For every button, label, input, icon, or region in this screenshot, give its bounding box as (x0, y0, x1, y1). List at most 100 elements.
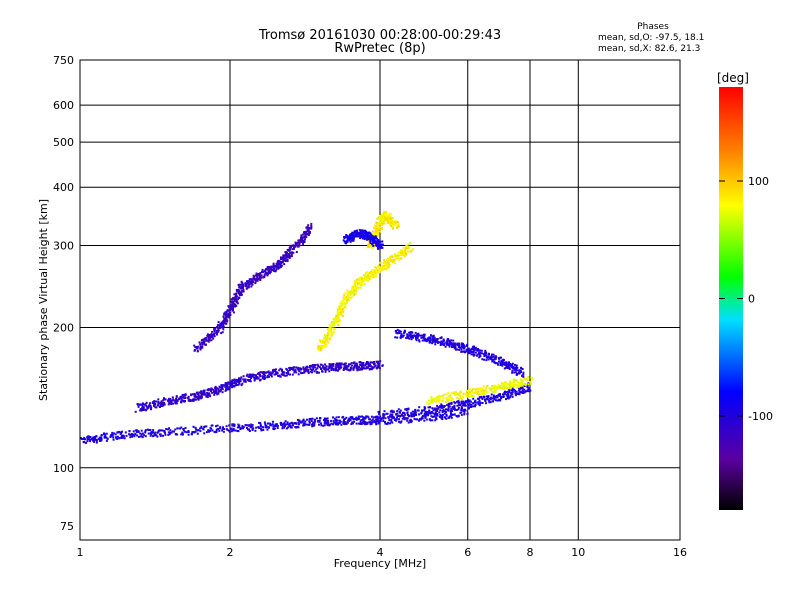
data-point (328, 363, 331, 366)
data-point (365, 230, 368, 233)
data-point (440, 403, 443, 406)
data-point (345, 416, 348, 419)
data-point (459, 391, 462, 394)
data-point (215, 389, 218, 392)
data-point (221, 391, 224, 394)
data-point (428, 411, 431, 414)
data-point (269, 265, 272, 268)
data-point (473, 400, 476, 403)
data-point (342, 239, 345, 242)
data-point (345, 296, 348, 299)
data-point (391, 417, 394, 420)
data-point (517, 369, 520, 372)
data-point (325, 338, 328, 341)
data-point (222, 384, 225, 387)
data-point (381, 266, 384, 269)
data-point (148, 402, 151, 405)
data-point (463, 346, 466, 349)
data-point (200, 425, 203, 428)
data-point (163, 402, 166, 404)
data-point (300, 235, 303, 238)
data-point (251, 283, 254, 286)
data-point (322, 424, 325, 427)
data-point (220, 386, 223, 389)
data-point (274, 424, 277, 427)
data-point (163, 397, 165, 400)
data-point (454, 346, 457, 349)
data-point (208, 392, 211, 395)
data-point (282, 256, 285, 259)
data-point (156, 435, 159, 438)
data-point (349, 291, 352, 294)
data-point (290, 253, 293, 256)
data-point (431, 397, 434, 400)
data-point (103, 435, 106, 438)
data-point (299, 420, 302, 423)
data-point (209, 339, 211, 342)
data-point (255, 273, 258, 276)
data-point (193, 431, 196, 434)
data-point (208, 393, 211, 396)
data-point (380, 216, 382, 219)
data-point (284, 254, 286, 257)
data-point (174, 399, 177, 402)
data-point (125, 434, 128, 437)
data-point (400, 253, 403, 256)
data-point (522, 391, 525, 394)
data-point (254, 429, 257, 432)
data-point (460, 409, 463, 412)
data-point (390, 225, 393, 228)
data-point (334, 316, 337, 319)
data-point (144, 430, 147, 433)
data-point (454, 402, 457, 404)
data-point (343, 293, 346, 296)
data-point (443, 342, 446, 345)
data-point (349, 366, 352, 369)
data-point (487, 395, 490, 398)
data-point (278, 263, 281, 265)
data-point (203, 432, 206, 435)
data-point (372, 366, 375, 369)
data-point (396, 221, 399, 223)
data-point (476, 349, 479, 352)
data-point (387, 217, 390, 220)
data-point (385, 217, 388, 220)
data-point (272, 370, 275, 373)
data-point (319, 339, 322, 342)
data-point (515, 379, 518, 382)
data-point (348, 237, 351, 240)
data-point (393, 256, 396, 259)
data-point (437, 399, 440, 402)
data-point (216, 424, 219, 427)
data-point (511, 387, 514, 390)
data-point (170, 400, 173, 403)
data-point (395, 220, 398, 223)
data-point (381, 246, 384, 249)
data-point (220, 324, 222, 327)
data-point (355, 422, 358, 425)
data-point (349, 293, 352, 296)
data-point (172, 402, 174, 405)
data-point (303, 424, 306, 427)
data-point (527, 378, 530, 381)
data-point (361, 363, 364, 366)
data-point (197, 429, 200, 432)
data-point (266, 376, 269, 379)
data-point (265, 271, 268, 274)
data-point (360, 276, 363, 279)
data-point (442, 397, 445, 400)
data-point (155, 400, 158, 403)
data-point (346, 289, 349, 292)
data-point (344, 364, 347, 367)
data-point (505, 393, 508, 396)
data-point (351, 422, 354, 425)
data-point (122, 434, 125, 437)
data-point (371, 275, 374, 278)
data-point (319, 347, 322, 350)
data-point (120, 434, 123, 437)
data-point (211, 335, 214, 338)
data-point (253, 379, 256, 382)
data-point (360, 284, 363, 287)
data-point (523, 388, 526, 391)
data-point (366, 422, 369, 425)
